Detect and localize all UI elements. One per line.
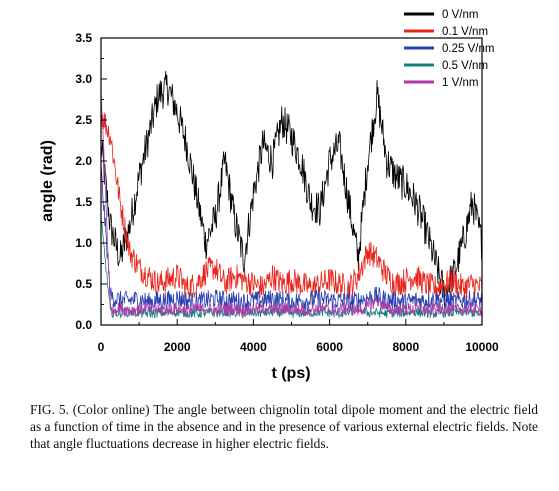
x-axis-label: t (ps): [271, 365, 310, 382]
x-tick-label: 2000: [164, 340, 191, 354]
y-tick-label: 3.5: [75, 31, 92, 45]
figure-caption: FIG. 5. (Color online) The angle between…: [30, 402, 538, 452]
legend-label: 1 V/nm: [442, 77, 478, 89]
series-line-0: [100, 70, 483, 308]
series-layer: [100, 70, 483, 319]
y-tick-label: 1.5: [75, 195, 92, 209]
y-axis-label: angle (rad): [39, 140, 56, 222]
x-tick-label: 10000: [465, 340, 499, 354]
legend-label: 0.1 V/nm: [442, 26, 488, 38]
y-tick-label: 2.5: [75, 113, 92, 127]
chart-figure: 0 2000 4000 6000 8000 10000 0.0 0.5 1.0 1.5 2.0 2.5…: [39, 9, 499, 382]
y-tick-label: 3.0: [75, 72, 92, 86]
y-tick-label: 2.0: [75, 154, 92, 168]
line-chart: 0 2000 4000 6000 8000 10000 0.0 0.5 1.0 1.5 2.0 2.5…: [39, 9, 499, 382]
x-tick-label: 4000: [240, 340, 267, 354]
legend-label: 0.25 V/nm: [442, 43, 494, 55]
x-tick-label: 8000: [392, 340, 419, 354]
series-line-2: [100, 163, 483, 312]
series-line-1: [100, 112, 483, 301]
legend-label: 0 V/nm: [442, 9, 478, 21]
series-line-3: [100, 217, 483, 319]
x-tick-label: 6000: [316, 340, 343, 354]
series-line-4: [100, 86, 483, 318]
ticks-layer: 0 2000 4000 6000 8000 10000 0.0 0.5 1.0 1.5 2.0 2.5…: [75, 31, 499, 354]
legend: 0 V/nm 0.1 V/nm 0.25 V/nm 0.5 V/nm 1 V/nm: [404, 9, 494, 89]
y-tick-label: 0.5: [75, 277, 92, 291]
legend-label: 0.5 V/nm: [442, 60, 488, 72]
y-tick-label: 0.0: [75, 318, 92, 332]
y-tick-label: 1.0: [75, 236, 92, 250]
x-tick-label: 0: [98, 340, 105, 354]
